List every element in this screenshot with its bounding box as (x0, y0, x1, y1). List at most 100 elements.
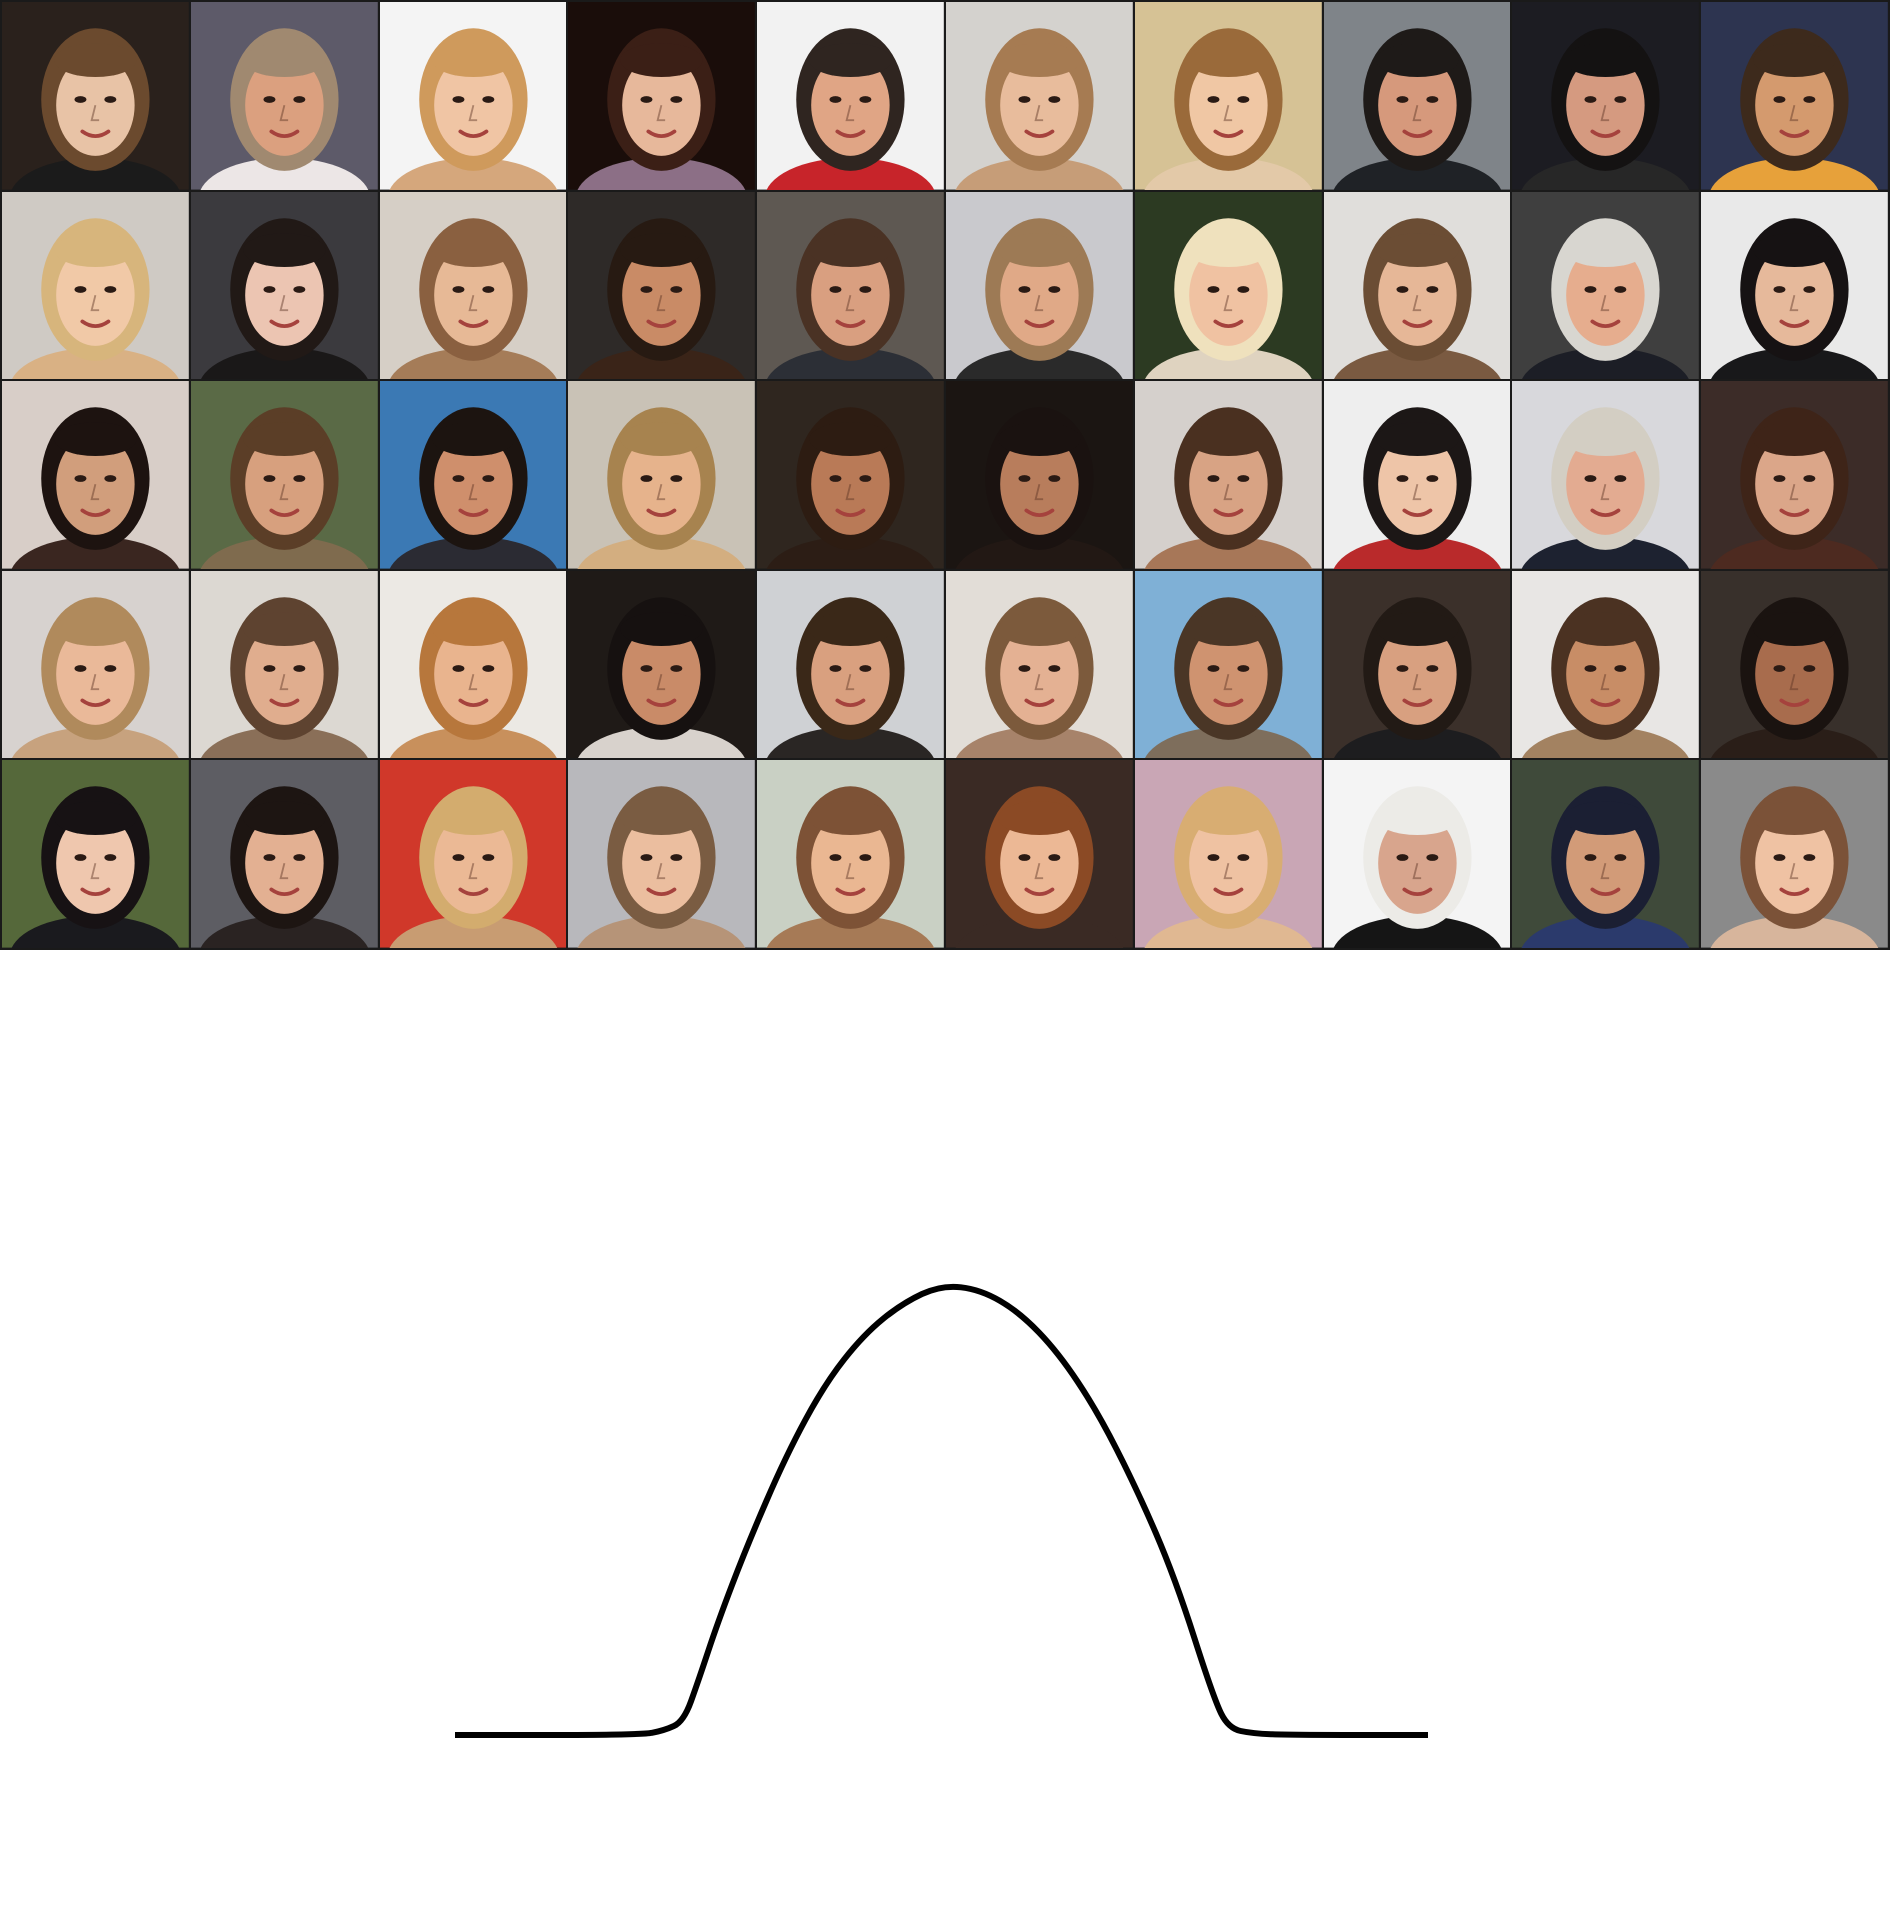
face (1188, 433, 1268, 536)
mouth (1779, 887, 1810, 897)
nose (845, 673, 855, 690)
hair-top (1753, 801, 1836, 836)
hair-top (54, 232, 137, 267)
mouth (269, 129, 300, 138)
shoulders (1144, 157, 1312, 190)
left-eye (452, 854, 465, 862)
mouth (1024, 508, 1055, 518)
face-portrait (1701, 760, 1888, 948)
right-eye (859, 285, 872, 293)
face-portrait (946, 570, 1133, 759)
hair-top (620, 232, 703, 267)
mouth (835, 508, 866, 518)
left-eye (452, 96, 465, 103)
bell-curve-line (455, 1283, 1428, 1738)
shoulders (578, 536, 746, 569)
shoulders (200, 916, 368, 948)
hair-top (809, 422, 892, 457)
shoulders (1333, 916, 1501, 948)
nose (1600, 294, 1610, 311)
face-portrait (190, 570, 378, 759)
face-portrait (2, 570, 189, 759)
left-eye (263, 854, 276, 862)
shoulders (766, 726, 935, 759)
mouth (269, 698, 300, 707)
shoulders (389, 916, 557, 948)
face-photo-tile (1701, 381, 1888, 569)
nose (1600, 863, 1610, 880)
hair-top (431, 612, 515, 646)
face (433, 812, 513, 915)
shoulders (578, 916, 746, 948)
nose (845, 863, 855, 880)
mouth (1590, 129, 1621, 138)
face-photo-tile (379, 381, 567, 569)
nose (1223, 294, 1232, 311)
face (433, 623, 513, 725)
hair-top (1375, 43, 1459, 78)
face-portrait (568, 2, 756, 190)
right-eye (1803, 285, 1816, 293)
shoulders (1333, 157, 1501, 190)
nose (90, 104, 100, 122)
face-photo-tile (1701, 570, 1888, 759)
left-eye (1018, 664, 1031, 672)
face-portrait (1134, 570, 1322, 759)
face (244, 623, 324, 725)
shoulders (955, 157, 1124, 190)
shoulders (1522, 347, 1690, 380)
face (622, 623, 702, 725)
right-eye (104, 664, 117, 672)
mouth (458, 319, 488, 328)
face-photo-tile (568, 570, 756, 759)
face-photo-tile (568, 381, 756, 569)
hair-top (54, 43, 137, 78)
right-eye (1614, 854, 1627, 862)
left-eye (1018, 96, 1031, 103)
face (1377, 433, 1457, 536)
right-eye (1048, 854, 1061, 862)
face-photo-tile (190, 570, 378, 759)
face (1566, 623, 1646, 725)
right-eye (1425, 664, 1438, 672)
nose (845, 484, 855, 501)
left-eye (1584, 854, 1597, 862)
face (244, 433, 324, 536)
face-photo-tile (1701, 2, 1888, 190)
face-photo-tile (2, 381, 189, 569)
face-portrait (1512, 2, 1700, 190)
face-photo-tile (568, 2, 756, 190)
face (1000, 54, 1079, 156)
hair-top (431, 232, 515, 267)
shoulders (1522, 536, 1690, 569)
hair-top (1187, 232, 1270, 267)
right-eye (293, 96, 306, 103)
mouth (1402, 698, 1432, 707)
right-eye (1425, 96, 1438, 103)
mouth (269, 887, 300, 897)
right-eye (481, 475, 494, 483)
left-eye (74, 475, 87, 483)
hair-top (1753, 43, 1836, 78)
mouth (646, 887, 677, 897)
shoulders (1710, 726, 1879, 759)
mouth (1779, 508, 1810, 518)
face-portrait (568, 381, 756, 569)
bell-curve-figure (455, 1283, 1428, 1738)
hair-top (1564, 422, 1647, 457)
right-eye (1425, 285, 1438, 293)
right-eye (1425, 475, 1438, 483)
face (1755, 812, 1834, 915)
right-eye (859, 664, 872, 672)
mouth (1779, 698, 1810, 707)
face-portrait (757, 381, 944, 569)
face-photo-tile (1134, 570, 1322, 759)
left-eye (640, 96, 653, 103)
shoulders (389, 536, 557, 569)
mouth (835, 887, 866, 897)
right-eye (1237, 475, 1250, 483)
face-portrait (379, 381, 567, 569)
mouth (80, 319, 111, 328)
mouth (80, 129, 111, 138)
hair-top (1187, 422, 1270, 457)
